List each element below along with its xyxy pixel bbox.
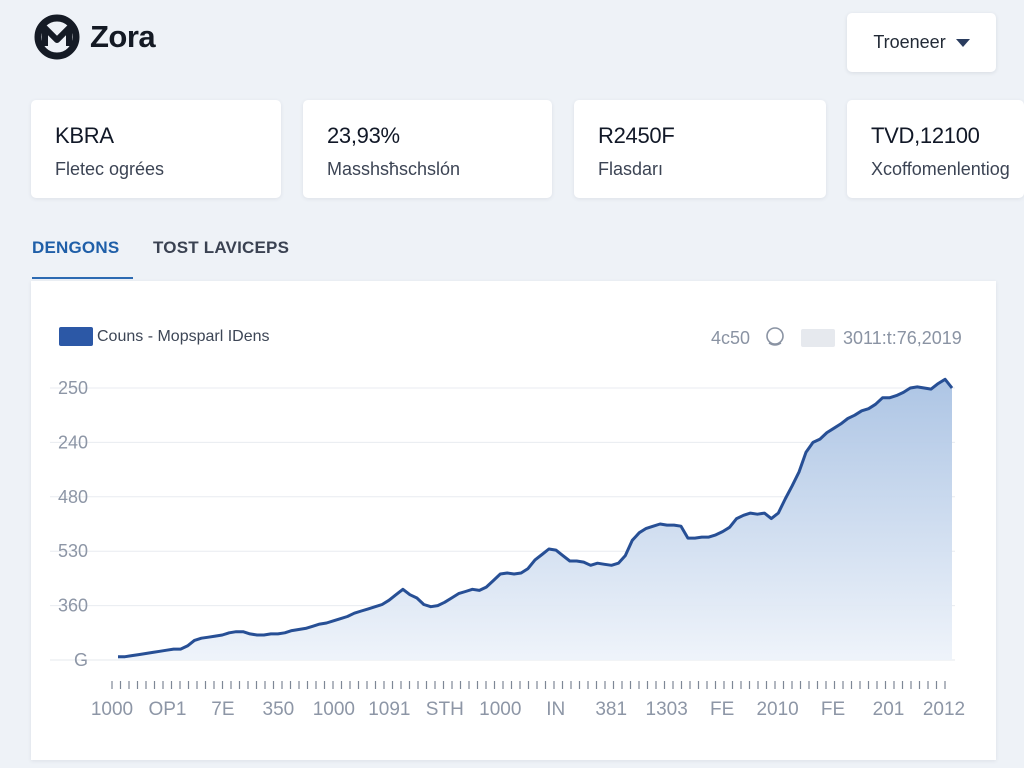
legend-label: Couns - Mopsparl IDens bbox=[97, 327, 270, 345]
series-line[interactable] bbox=[118, 377, 954, 659]
x-tick-label: 1303 bbox=[646, 699, 688, 720]
x-tick-label: 1000 bbox=[91, 699, 133, 720]
y-tick-label: 360 bbox=[58, 596, 88, 616]
x-tick-label: 350 bbox=[263, 699, 295, 720]
stat-label: Masshsħschslón bbox=[327, 159, 461, 179]
dropdown-label: Troeneer bbox=[873, 32, 946, 52]
stat-value: R2450F bbox=[598, 123, 675, 148]
x-tick-label: IN bbox=[546, 699, 565, 720]
date-range-swatch[interactable] bbox=[801, 329, 835, 347]
tab-dengons[interactable]: DENGONS bbox=[32, 238, 120, 257]
stat-value: TVD,12100 bbox=[871, 123, 980, 148]
chart-legend[interactable]: Couns - Mopsparl IDens bbox=[59, 327, 270, 346]
x-tick-label: 7E bbox=[211, 699, 234, 720]
y-tick-label: 240 bbox=[58, 432, 88, 452]
x-tick-label: OP1 bbox=[148, 699, 186, 720]
stat-card-4[interactable]: TVD,12100 Xcoffomenlentiog bbox=[847, 100, 1024, 198]
x-tick-label: 2012 bbox=[923, 699, 965, 720]
caret-down-icon bbox=[955, 38, 970, 47]
app-name: Zora bbox=[90, 19, 156, 54]
x-tick-label: 1000 bbox=[479, 699, 521, 720]
stat-label: Xcoffomenlentiog bbox=[871, 159, 1010, 179]
x-tick-label: 1000 bbox=[313, 699, 355, 720]
x-tick-label: 2010 bbox=[756, 699, 798, 720]
zora-logo-icon bbox=[34, 14, 80, 60]
view-dropdown[interactable]: Troeneer bbox=[847, 13, 996, 72]
x-tick-label: 381 bbox=[595, 699, 627, 720]
y-tick-label: G bbox=[74, 650, 88, 670]
legend-swatch bbox=[59, 327, 93, 346]
active-tab-indicator bbox=[32, 277, 133, 279]
x-tick-label: 201 bbox=[873, 699, 905, 720]
tab-tost-laviceps[interactable]: TOST LAVICEPS bbox=[153, 238, 290, 257]
stat-card-3[interactable]: R2450F Flasdarı bbox=[574, 100, 826, 198]
stat-label: Flasdarı bbox=[598, 159, 664, 179]
x-tick-label: 1091 bbox=[368, 699, 410, 720]
circle-icon[interactable] bbox=[764, 326, 786, 348]
x-tick-label: FE bbox=[821, 699, 845, 720]
stat-card-1[interactable]: KBRA Fletec ogrées bbox=[31, 100, 281, 198]
y-tick-label: 250 bbox=[58, 378, 88, 398]
stat-value: 23,93% bbox=[327, 123, 400, 148]
app-logo[interactable]: Zora bbox=[32, 12, 156, 62]
x-tick-label: FE bbox=[710, 699, 734, 720]
x-tick-label: STH bbox=[426, 699, 464, 720]
y-tick-label: 480 bbox=[58, 487, 88, 507]
stat-value: KBRA bbox=[55, 123, 114, 148]
chart-date-range: 3011:t:76,2019 bbox=[843, 328, 962, 348]
chart-meta-value: 4c50 bbox=[711, 328, 751, 348]
series-area bbox=[118, 379, 952, 660]
stat-card-2[interactable]: 23,93% Masshsħschslón bbox=[303, 100, 552, 198]
y-tick-label: 530 bbox=[58, 541, 88, 561]
stat-label: Fletec ogrées bbox=[55, 159, 165, 179]
